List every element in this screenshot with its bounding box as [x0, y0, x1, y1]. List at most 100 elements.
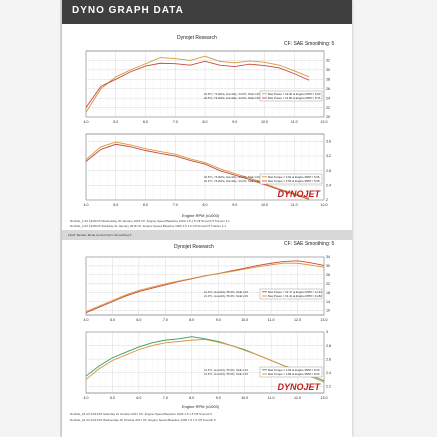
y-tick-label: 2.6: [326, 357, 331, 361]
legend-label: Max Power = 32.47 at Engine RPM = 11.94: [268, 290, 322, 294]
legend-label: Max Power = 31.80 at Engine RPM = 8.15: [268, 96, 321, 100]
legend-label: Max Torque = 3.56 at Engine RPM = 5.08: [268, 179, 320, 183]
run-annotation: 22.6°C, 74.2kPa, Humidity: 44.0%, SAE:1.…: [204, 179, 260, 183]
x-tick-label: 6.0: [143, 203, 148, 207]
dynojet-logo: DYNOJET: [277, 382, 321, 392]
y-tick-label: 26: [326, 87, 330, 91]
y-tick-label: 20: [326, 115, 330, 119]
y-tick-label: 18: [326, 291, 330, 295]
lower-smoothing-label: CF: SAE Smoothing: 5: [284, 241, 335, 247]
y-tick-label: 10: [326, 309, 330, 313]
x-tick-label: 8.0: [189, 318, 194, 322]
y-tick-label: 24: [326, 96, 330, 100]
x-tick-label: 12.0: [294, 318, 301, 322]
y-tick-label: 22: [326, 106, 330, 110]
x-tick-label: 8.0: [189, 396, 194, 400]
x-tick-label: 6.0: [136, 396, 141, 400]
x-tick-label: 12.0: [321, 203, 328, 207]
x-tick-label: 11.0: [291, 120, 298, 124]
banner-title: DYNO GRAPH DATA: [72, 5, 184, 16]
x-tick-label: 12.0: [321, 120, 328, 124]
x-tick-label: 8.0: [203, 203, 208, 207]
upper-x-axis-label: Engine RPM (x1000): [182, 213, 220, 218]
x-tick-label: 10.0: [261, 203, 268, 207]
lower-footnote-2: RunFile_02.drf 12/21/15 Wednesday 25 Oct…: [70, 418, 216, 422]
upper-torque-chart: 4.0 5.0 6.0 7.0 8.0 9.0 10.0 11.0 12.02 2.4 2.8 3.2…: [84, 133, 331, 207]
x-tick-label: 4.0: [84, 318, 89, 322]
y-tick-label: 22: [326, 282, 330, 286]
x-tick-label: 7.0: [163, 396, 168, 400]
y-tick-label: 26: [326, 273, 330, 277]
run-annotation: 21.6°C, Humidity: 55.0%, SAE:1.03: [204, 290, 248, 294]
run-annotation: 22.8°C, 74.0kPa, Humidity: 44.0%, SAE:1.…: [204, 92, 260, 96]
x-tick-label: 7.0: [163, 318, 168, 322]
lower-power-chart: 4.0 5.0 6.0 7.0 8.0 9.0 10.0 11.0 12.0 13.0 10 14 18…: [84, 255, 331, 322]
series-line: [85, 262, 325, 313]
legend-box: [259, 366, 323, 378]
y-tick-label: 32: [326, 59, 330, 63]
x-tick-label: 5.0: [110, 396, 115, 400]
legend-label: Max Torque = 2.93 at Engine RPM = 8.33: [268, 368, 320, 372]
x-tick-label: 9.0: [216, 396, 221, 400]
run-annotation: 22.6°C, 74.2kPa, Humidity: 44.0%, SAE:1.…: [204, 96, 260, 100]
y-tick-label: 2.8: [326, 344, 331, 348]
sheet-divider: 12/21 Tandem Mode Control Dyno Smoothing…: [62, 230, 352, 240]
x-tick-label: 7.0: [173, 120, 178, 124]
run-annotation: 21.6°C, Humidity: 55.0%, SAE:1.03: [204, 368, 248, 372]
upper-footnote-1: RunFile_1.drf 12/20/15 Wednesday 20 Janu…: [70, 219, 230, 223]
y-tick-label: 28: [326, 77, 330, 81]
x-tick-label: 10.0: [241, 318, 248, 322]
legend-label: Max Power = 31.41 at Engine RPM = 11.82: [268, 294, 322, 298]
upper-chart-title: Dynojet Research: [177, 35, 217, 41]
x-tick-label: 6.0: [136, 318, 141, 322]
lower-torque-chart: 4.0 5.0 6.0 7.0 8.0 9.0 10.0 11.0 12.0 13.0 2.2 2.4…: [84, 330, 332, 400]
legend-box: [259, 288, 323, 300]
y-tick-label: 2.4: [326, 184, 331, 188]
x-tick-label: 9.0: [232, 203, 237, 207]
y-tick-label: 2.2: [326, 384, 331, 388]
x-tick-label: 9.0: [232, 120, 237, 124]
divider-text: 12/21 Tandem Mode Control Dyno Smoothing…: [68, 233, 132, 237]
x-tick-label: 5.0: [113, 203, 118, 207]
y-tick-label: 34: [326, 255, 330, 259]
x-tick-label: 11.0: [291, 203, 298, 207]
x-tick-label: 11.0: [268, 318, 275, 322]
y-tick-label: 3.2: [326, 154, 331, 158]
x-tick-label: 7.0: [173, 203, 178, 207]
series-line: [85, 143, 310, 200]
run-annotation: 21.9°C, Humidity: 55.0%, SAE:1.03: [204, 372, 248, 376]
y-tick-label: 3: [326, 330, 328, 334]
x-tick-label: 5.0: [110, 318, 115, 322]
y-tick-label: 14: [326, 300, 330, 304]
y-tick-label: 30: [326, 68, 330, 72]
x-tick-label: 4.0: [84, 203, 89, 207]
series-line: [85, 339, 325, 383]
y-tick-label: 2.4: [326, 371, 331, 375]
lower-chart-title: Dynojet Research: [174, 244, 214, 250]
upper-footnote-2: RunFile_2.drf 12/20/15 Saturday 21 Janua…: [70, 224, 227, 228]
legend-label: Max Torque = 2.89 at Engine RPM = 8.52: [268, 372, 320, 376]
y-tick-label: 3.6: [326, 140, 331, 144]
x-tick-label: 6.0: [143, 120, 148, 124]
y-tick-label: 2: [326, 198, 328, 202]
x-tick-label: 5.0: [113, 120, 118, 124]
run-annotation: 21.9°C, Humidity: 55.0%, SAE:1.03: [204, 294, 248, 298]
x-tick-label: 4.0: [84, 120, 89, 124]
x-tick-label: 11.0: [268, 396, 275, 400]
page-edge: [60, 0, 62, 437]
upper-smoothing-label: CF: SAE Smoothing: 5: [284, 41, 335, 47]
x-tick-label: 9.0: [216, 318, 221, 322]
legend-box: [259, 173, 323, 185]
legend-box: [259, 90, 323, 102]
dyno-sheet: DYNO GRAPH DATA Dynojet Research CF: SAE…: [62, 0, 352, 437]
lower-x-axis-label: Engine RPM (x1000): [182, 404, 220, 409]
x-tick-label: 13.0: [321, 318, 328, 322]
run-annotation: 22.8°C, 74.0kPa, Humidity: 44.0%, SAE:1.…: [204, 175, 260, 179]
x-tick-label: 10.0: [241, 396, 248, 400]
upper-power-chart: 4.0 5.0 6.0 7.0 8.0 9.0 10.0 11.0 12.020 22 24 26 28…: [84, 50, 330, 124]
x-tick-label: 4.0: [84, 396, 89, 400]
x-tick-label: 8.0: [203, 120, 208, 124]
series-line: [85, 55, 310, 113]
x-tick-label: 12.0: [294, 396, 301, 400]
legend-label: Max Power = 32.90 at Engine RPM = 8.00: [268, 92, 321, 96]
